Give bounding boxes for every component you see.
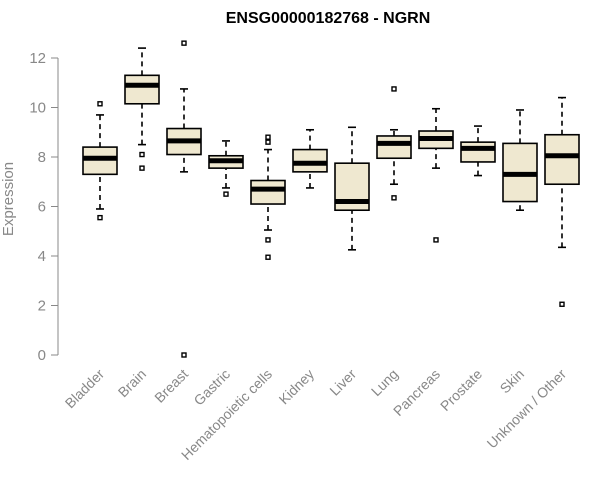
y-tick-label: 12 <box>29 50 46 67</box>
y-axis: 0 2 4 6 8 10 12 <box>29 50 59 364</box>
outlier-point <box>265 237 271 243</box>
box-plot <box>460 125 496 177</box>
y-tick-label: 8 <box>38 149 46 166</box>
box-plot <box>82 101 118 221</box>
box-iqr <box>460 141 496 163</box>
y-tick-label: 6 <box>38 199 46 216</box>
chart-title: ENSG00000182768 - NGRN <box>226 10 431 27</box>
outlier-point <box>265 134 271 140</box>
outlier-point <box>391 195 397 201</box>
outlier-point <box>181 352 187 358</box>
x-tick-label: Lung <box>368 366 401 399</box>
box-iqr <box>376 135 412 160</box>
outlier-point <box>433 237 439 243</box>
x-tick-label: Liver <box>326 366 359 399</box>
outlier-point <box>223 191 229 197</box>
x-tick-label: Breast <box>151 366 191 406</box>
box-plot <box>502 109 538 212</box>
box-plot <box>418 107 454 243</box>
outlier-point <box>265 254 271 260</box>
x-tick-label: Kidney <box>276 366 318 408</box>
box-plot <box>208 140 244 197</box>
outlier-point <box>181 40 187 46</box>
x-tick-label: Pancreas <box>390 366 443 419</box>
box-iqr <box>124 74 160 105</box>
x-tick-label: Bladder <box>62 366 108 412</box>
box-series <box>82 40 580 358</box>
box-iqr <box>544 133 580 186</box>
x-tick-label: Skin <box>497 366 528 397</box>
x-tick-label: Brain <box>115 366 149 400</box>
box-plot <box>292 128 328 189</box>
outlier-point <box>139 165 145 171</box>
y-tick-label: 0 <box>38 347 46 364</box>
x-tick-label: Unknown / Other <box>484 366 570 452</box>
box-plot <box>166 40 202 358</box>
box-plot <box>334 126 370 251</box>
box-plot <box>124 47 160 171</box>
box-iqr <box>250 179 286 205</box>
box-plot <box>250 134 286 260</box>
y-tick-label: 4 <box>38 248 46 265</box>
y-tick-label: 10 <box>29 100 46 117</box>
outlier-point <box>559 301 565 307</box>
x-tick-label: Prostate <box>437 366 485 414</box>
outlier-point <box>97 101 103 107</box>
box-plot <box>544 96 580 307</box>
outlier-point <box>265 139 271 145</box>
y-tick-label: 2 <box>38 298 46 315</box>
outlier-point <box>391 86 397 92</box>
outlier-point <box>97 214 103 221</box>
outlier-point <box>139 151 145 158</box>
y-axis-label: Expression <box>0 162 17 236</box>
box-plot <box>376 86 412 201</box>
